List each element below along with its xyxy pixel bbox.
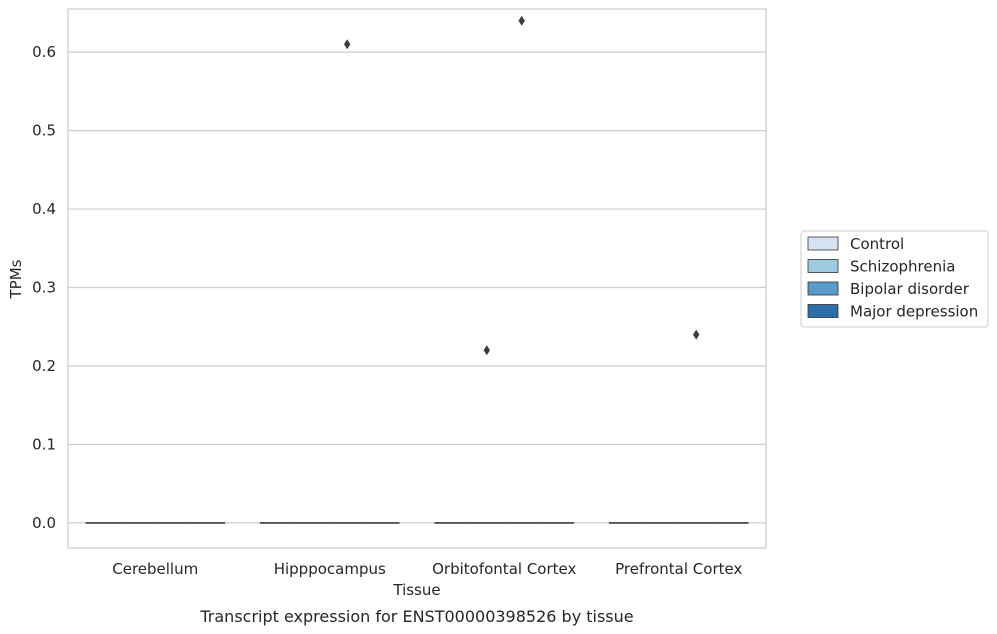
x-axis-ticks: Cerebellum Hipppocampus Orbitofontal Corte… [112, 560, 742, 578]
outlier-point [693, 329, 700, 340]
grid-lines [68, 51, 766, 524]
outliers [344, 15, 700, 356]
y-tick-label: 0.4 [32, 200, 56, 218]
x-tick-label: Orbitofontal Cortex [432, 560, 576, 578]
y-axis-label: TPMs [7, 259, 25, 299]
y-tick-label: 0.5 [32, 122, 56, 140]
legend-entry: Schizophrenia [850, 258, 955, 276]
legend-swatch [807, 304, 839, 318]
outlier-point [518, 15, 525, 26]
legend-entry: Major depression [850, 303, 978, 321]
plot-frame [67, 8, 767, 549]
chart-caption: Transcript expression for ENST0000039852… [199, 607, 633, 626]
y-axis-ticks: 0.0 0.1 0.2 0.3 0.4 0.5 0.6 [32, 43, 56, 532]
legend-entry: Control [850, 235, 904, 253]
x-tick-label: Hipppocampus [274, 560, 386, 578]
y-tick-label: 0.2 [32, 357, 56, 375]
y-tick-label: 0.0 [32, 514, 56, 532]
legend: Control Schizophrenia Bipolar disorder Majo… [800, 230, 989, 328]
x-axis-label: Tissue [392, 581, 440, 599]
legend-swatch [807, 236, 839, 251]
legend-frame [800, 230, 989, 328]
y-tick-label: 0.3 [32, 279, 56, 297]
outlier-point [483, 345, 490, 356]
plot-background [68, 9, 766, 548]
legend-entry: Bipolar disorder [850, 280, 970, 298]
legend-swatch [807, 281, 839, 296]
y-tick-label: 0.6 [32, 43, 56, 61]
outlier-point [344, 39, 351, 50]
y-tick-label: 0.1 [32, 435, 56, 453]
x-tick-label: Cerebellum [112, 560, 198, 578]
legend-swatch [807, 259, 839, 273]
x-tick-label: Prefrontal Cortex [615, 560, 742, 578]
